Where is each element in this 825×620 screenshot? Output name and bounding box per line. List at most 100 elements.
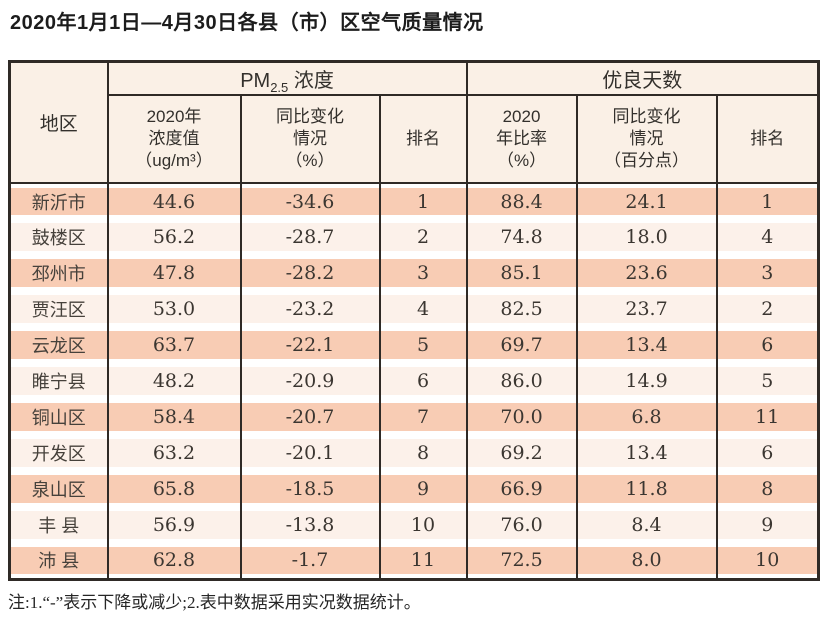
air-quality-table: 地区 PM2.5 浓度 优良天数 2020年 浓度值 （ug/m³） 同比变化 … bbox=[8, 60, 821, 581]
table-row: 铜山区 58.4 -20.7 7 70.0 6.8 11 bbox=[8, 399, 820, 435]
cell-good-rank: 6 bbox=[715, 435, 820, 471]
footnote: 注:1.“-”表示下降或减少;2.表中数据采用实况数据统计。 bbox=[8, 593, 421, 612]
group-header-good-days: 优良天数 bbox=[465, 61, 820, 96]
cell-good-rank: 11 bbox=[715, 399, 820, 435]
cell-good-rank: 3 bbox=[715, 255, 820, 291]
cell-pm-rank: 1 bbox=[378, 183, 468, 219]
cell-region: 睢宁县 bbox=[8, 363, 109, 399]
cell-good-rate: 88.4 bbox=[465, 183, 578, 219]
cell-good-change: 23.7 bbox=[575, 291, 718, 327]
cell-good-rank: 5 bbox=[715, 363, 820, 399]
cell-good-rate: 72.5 bbox=[465, 543, 578, 579]
cell-pm-change: -34.6 bbox=[239, 183, 381, 219]
cell-pm-change: -28.2 bbox=[239, 255, 381, 291]
cell-pm-value: 62.8 bbox=[106, 543, 242, 579]
cell-good-change: 24.1 bbox=[575, 183, 718, 219]
cell-pm-change: -23.2 bbox=[239, 291, 381, 327]
cell-pm-rank: 8 bbox=[378, 435, 468, 471]
table-row: 新沂市 44.6 -34.6 1 88.4 24.1 1 bbox=[8, 183, 820, 219]
cell-good-rate: 74.8 bbox=[465, 219, 578, 255]
column-header-region: 地区 bbox=[8, 61, 109, 184]
column-header-good-rank: 排名 bbox=[715, 95, 820, 184]
cell-region: 开发区 bbox=[8, 435, 109, 471]
cell-good-rate: 66.9 bbox=[465, 471, 578, 507]
table-row: 贾汪区 53.0 -23.2 4 82.5 23.7 2 bbox=[8, 291, 820, 327]
cell-pm-value: 65.8 bbox=[106, 471, 242, 507]
cell-pm-rank: 6 bbox=[378, 363, 468, 399]
pm25-label-prefix: PM bbox=[240, 70, 271, 92]
column-header-good-rate: 2020 年比率 （%） bbox=[465, 95, 578, 184]
cell-good-change: 8.0 bbox=[575, 543, 718, 579]
cell-good-rate: 69.2 bbox=[465, 435, 578, 471]
cell-pm-rank: 2 bbox=[378, 219, 468, 255]
cell-pm-rank: 7 bbox=[378, 399, 468, 435]
cell-region: 新沂市 bbox=[8, 183, 109, 219]
cell-pm-value: 48.2 bbox=[106, 363, 242, 399]
cell-good-change: 8.4 bbox=[575, 507, 718, 543]
cell-pm-rank: 9 bbox=[378, 471, 468, 507]
cell-pm-rank: 3 bbox=[378, 255, 468, 291]
table-sub-header-row: 2020年 浓度值 （ug/m³） 同比变化 情况 （%） 排名 2020 年比… bbox=[10, 95, 820, 184]
cell-pm-value: 56.9 bbox=[106, 507, 242, 543]
cell-pm-rank: 10 bbox=[378, 507, 468, 543]
table-row: 鼓楼区 56.2 -28.7 2 74.8 18.0 4 bbox=[8, 219, 820, 255]
cell-good-rate: 86.0 bbox=[465, 363, 578, 399]
cell-pm-change: -20.9 bbox=[239, 363, 381, 399]
cell-good-rank: 9 bbox=[715, 507, 820, 543]
cell-good-change: 11.8 bbox=[575, 471, 718, 507]
column-header-pm-rank: 排名 bbox=[378, 95, 468, 184]
pm25-label-suffix: 浓度 bbox=[288, 70, 334, 92]
cell-pm-change: -20.1 bbox=[239, 435, 381, 471]
cell-pm-change: -1.7 bbox=[239, 543, 381, 579]
cell-pm-change: -18.5 bbox=[239, 471, 381, 507]
table-row: 云龙区 63.7 -22.1 5 69.7 13.4 6 bbox=[8, 327, 820, 363]
cell-good-change: 13.4 bbox=[575, 327, 718, 363]
cell-region: 泉山区 bbox=[8, 471, 109, 507]
cell-pm-value: 44.6 bbox=[106, 183, 242, 219]
cell-pm-change: -22.1 bbox=[239, 327, 381, 363]
cell-pm-rank: 4 bbox=[378, 291, 468, 327]
group-header-pm25: PM2.5 浓度 bbox=[106, 61, 468, 96]
cell-pm-rank: 11 bbox=[378, 543, 468, 579]
cell-good-rank: 6 bbox=[715, 327, 820, 363]
table-row: 邳州市 47.8 -28.2 3 85.1 23.6 3 bbox=[8, 255, 820, 291]
column-header-pm-value: 2020年 浓度值 （ug/m³） bbox=[106, 95, 242, 184]
cell-good-rate: 70.0 bbox=[465, 399, 578, 435]
table-row: 沛 县 62.8 -1.7 11 72.5 8.0 10 bbox=[8, 543, 820, 579]
column-header-pm-change: 同比变化 情况 （%） bbox=[239, 95, 381, 184]
cell-good-change: 23.6 bbox=[575, 255, 718, 291]
cell-good-rank: 1 bbox=[715, 183, 820, 219]
cell-pm-rank: 5 bbox=[378, 327, 468, 363]
cell-region: 云龙区 bbox=[8, 327, 109, 363]
cell-good-change: 18.0 bbox=[575, 219, 718, 255]
column-header-good-change: 同比变化 情况 （百分点） bbox=[575, 95, 718, 184]
cell-pm-value: 58.4 bbox=[106, 399, 242, 435]
cell-good-rate: 76.0 bbox=[465, 507, 578, 543]
cell-pm-change: -20.7 bbox=[239, 399, 381, 435]
cell-good-change: 14.9 bbox=[575, 363, 718, 399]
cell-good-rate: 82.5 bbox=[465, 291, 578, 327]
cell-pm-value: 53.0 bbox=[106, 291, 242, 327]
table-row: 开发区 63.2 -20.1 8 69.2 13.4 6 bbox=[8, 435, 820, 471]
cell-good-rate: 85.1 bbox=[465, 255, 578, 291]
table-row: 丰 县 56.9 -13.8 10 76.0 8.4 9 bbox=[8, 507, 820, 543]
table-group-header-row: 地区 PM2.5 浓度 优良天数 bbox=[8, 61, 820, 184]
cell-pm-value: 47.8 bbox=[106, 255, 242, 291]
cell-pm-value: 63.2 bbox=[106, 435, 242, 471]
table-row: 泉山区 65.8 -18.5 9 66.9 11.8 8 bbox=[8, 471, 820, 507]
table-row: 睢宁县 48.2 -20.9 6 86.0 14.9 5 bbox=[8, 363, 820, 399]
cell-region: 丰 县 bbox=[8, 507, 109, 543]
cell-good-change: 13.4 bbox=[575, 435, 718, 471]
cell-good-rank: 4 bbox=[715, 219, 820, 255]
cell-pm-value: 63.7 bbox=[106, 327, 242, 363]
cell-good-rank: 10 bbox=[715, 543, 820, 579]
cell-region: 邳州市 bbox=[8, 255, 109, 291]
cell-region: 沛 县 bbox=[8, 543, 109, 579]
cell-good-rank: 2 bbox=[715, 291, 820, 327]
pm25-label-subscript: 2.5 bbox=[270, 80, 289, 95]
cell-good-rank: 8 bbox=[715, 471, 820, 507]
cell-pm-value: 56.2 bbox=[106, 219, 242, 255]
cell-good-rate: 69.7 bbox=[465, 327, 578, 363]
cell-region: 铜山区 bbox=[8, 399, 109, 435]
